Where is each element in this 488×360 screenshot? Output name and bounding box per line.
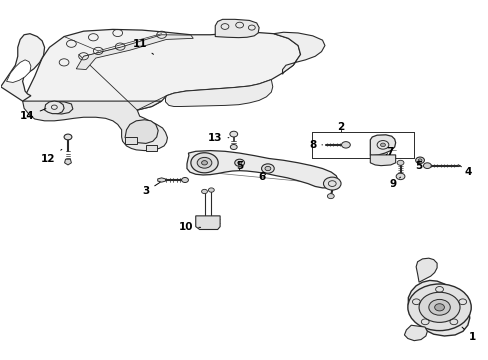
Circle shape	[418, 292, 459, 322]
Polygon shape	[125, 120, 158, 143]
Circle shape	[407, 284, 470, 330]
Circle shape	[181, 177, 188, 183]
Polygon shape	[22, 101, 167, 150]
Circle shape	[395, 173, 404, 180]
Text: 12: 12	[41, 149, 61, 164]
Polygon shape	[404, 325, 427, 341]
Polygon shape	[457, 165, 459, 167]
Text: 13: 13	[207, 133, 228, 143]
Polygon shape	[369, 135, 395, 156]
Circle shape	[190, 153, 218, 173]
Circle shape	[197, 157, 211, 168]
Polygon shape	[44, 101, 64, 114]
Text: 4: 4	[459, 166, 470, 177]
Polygon shape	[415, 258, 436, 282]
FancyBboxPatch shape	[146, 145, 157, 151]
Text: 8: 8	[308, 140, 322, 150]
Circle shape	[434, 304, 444, 311]
Text: 5: 5	[415, 161, 422, 171]
Polygon shape	[0, 34, 44, 101]
Circle shape	[261, 164, 274, 173]
Text: 14: 14	[20, 109, 46, 121]
Text: 9: 9	[389, 177, 400, 189]
Text: 3: 3	[142, 182, 160, 197]
Circle shape	[380, 143, 385, 147]
Text: 2: 2	[337, 122, 344, 132]
Polygon shape	[49, 102, 73, 114]
Polygon shape	[6, 60, 31, 82]
Polygon shape	[64, 159, 71, 165]
Polygon shape	[186, 150, 337, 188]
Circle shape	[201, 189, 207, 194]
Circle shape	[341, 141, 349, 148]
Circle shape	[415, 157, 424, 163]
Polygon shape	[369, 155, 395, 166]
Circle shape	[323, 177, 340, 190]
Circle shape	[229, 131, 237, 137]
Text: 7: 7	[386, 147, 393, 157]
Circle shape	[208, 188, 214, 192]
Polygon shape	[407, 280, 469, 336]
Circle shape	[230, 144, 237, 149]
Circle shape	[396, 160, 403, 165]
Polygon shape	[195, 216, 220, 229]
Polygon shape	[273, 32, 325, 74]
Text: 1: 1	[461, 327, 475, 342]
Circle shape	[428, 300, 449, 315]
Circle shape	[64, 134, 72, 140]
Circle shape	[234, 159, 244, 166]
Circle shape	[264, 166, 270, 171]
Polygon shape	[22, 30, 300, 113]
Polygon shape	[76, 35, 193, 69]
Text: 6: 6	[257, 172, 265, 182]
Circle shape	[327, 194, 333, 199]
Text: 11: 11	[132, 40, 153, 54]
Circle shape	[237, 161, 241, 164]
Polygon shape	[165, 80, 272, 107]
Polygon shape	[158, 178, 165, 182]
Text: 5: 5	[236, 161, 243, 171]
Polygon shape	[215, 19, 259, 38]
Text: 10: 10	[179, 222, 200, 232]
Circle shape	[201, 161, 207, 165]
Circle shape	[417, 159, 421, 162]
Circle shape	[423, 163, 430, 168]
FancyBboxPatch shape	[125, 137, 137, 144]
